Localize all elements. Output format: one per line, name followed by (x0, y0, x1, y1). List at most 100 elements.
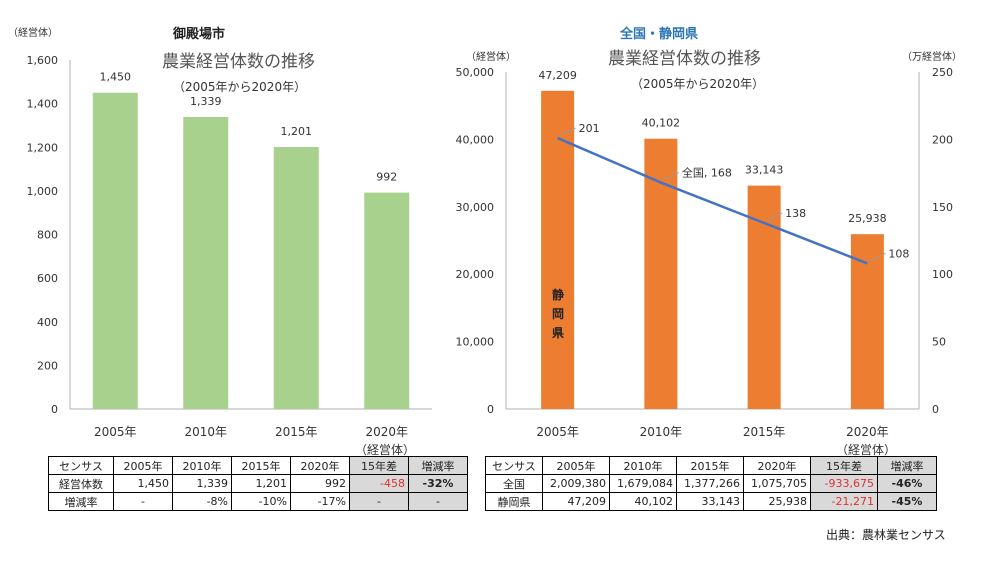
line-data-label: 108 (888, 247, 909, 260)
left-x-tick-label: 2015年 (275, 425, 318, 439)
table-cell: -10% (231, 492, 291, 511)
right-y2-tick-label: 200 (932, 133, 953, 146)
table-cell: 増減率 (48, 492, 114, 511)
left-x-tick-label: 2010年 (184, 425, 227, 439)
right-x-tick-label: 2020年 (846, 425, 889, 439)
left-bar-data-label: 1,450 (100, 71, 132, 84)
left-y-tick-label: 0 (51, 403, 58, 416)
right-y2-tick-label: 50 (932, 336, 946, 349)
table-row: 増減率 - -8% -10% -17% - - (48, 492, 468, 511)
right-y2-tick-label: 250 (932, 66, 953, 79)
right-table-unit: （経営体） (836, 443, 897, 457)
left-chart-title: 農業経営体数の推移 (162, 52, 315, 72)
line-label-leader (766, 212, 783, 221)
table-header-cell: 2005年 (542, 456, 610, 475)
right-y2-tick-label: 0 (932, 403, 939, 416)
table-cell: 1,377,266 (676, 474, 744, 493)
line-label-leader (663, 172, 680, 180)
table-header-cell: センサス (485, 456, 543, 475)
table-cell: 25,938 (743, 492, 811, 511)
table-cell: 33,143 (676, 492, 744, 511)
left-y-tick-label: 200 (37, 359, 58, 372)
table-cell: 1,075,705 (743, 474, 811, 493)
right-bar-data-label: 47,209 (538, 69, 577, 82)
right-bar (644, 138, 678, 409)
right-y2-tick-label: 150 (932, 201, 953, 214)
right-x-tick-label: 2005年 (536, 425, 579, 439)
right-y-tick-label: 50,000 (456, 66, 495, 79)
right-bar (850, 234, 884, 409)
left-chart-subtitle: （2005年から2020年） (173, 80, 307, 94)
right-bar-data-label: 25,938 (848, 212, 887, 225)
table-cell: -32% (408, 474, 468, 493)
right-chart-subtitle: （2005年から2020年） (631, 77, 765, 91)
table-header-row: センサス 2005年 2010年 2015年 2020年 15年差 増減率 (48, 456, 468, 475)
left-panel-title: 御殿場市 (173, 27, 226, 42)
table-header-cell: 2015年 (231, 456, 291, 475)
table-cell: -17% (290, 492, 350, 511)
line-label-leader (560, 127, 576, 136)
table-cell: 992 (290, 474, 350, 493)
table-cell: 静岡県 (485, 492, 543, 511)
right-x-tick-label: 2015年 (743, 425, 786, 439)
table-header-cell: 2020年 (290, 456, 350, 475)
table-cell: - (113, 492, 173, 511)
left-unit-label: （経営体） (8, 28, 58, 39)
right-bars: 47,209 40,102 33,143 25,938 (538, 69, 887, 409)
table-cell: 47,209 (542, 492, 610, 511)
table-header-row: センサス 2005年 2010年 2015年 2020年 15年差 増減率 (485, 456, 937, 475)
table-header-cell: 2020年 (743, 456, 811, 475)
table-cell: 1,679,084 (609, 474, 677, 493)
left-y-tick-label: 800 (37, 229, 58, 242)
shizuoka-bar-label: 静岡県 (551, 288, 564, 340)
left-x-tick-label: 2005年 (94, 425, 137, 439)
table-header-cell: 2015年 (676, 456, 744, 475)
left-y-tick-label: 1,200 (27, 141, 59, 154)
line-data-label: 201 (579, 122, 600, 135)
table-cell: -45% (877, 492, 937, 511)
left-bar (92, 92, 138, 409)
left-table-unit: （経営体） (355, 443, 416, 457)
table-header-cell: センサス (48, 456, 114, 475)
table-cell: 1,450 (113, 474, 173, 493)
national-line (557, 136, 868, 265)
right-y-axes: 0 10,000 20,000 30,000 40,000 50,000 0 50 100 150… (456, 66, 954, 416)
right-chart: 0 10,000 20,000 30,000 40,000 50,000 0 50 100 150… (456, 66, 954, 439)
right-y-tick-label: 0 (487, 403, 494, 416)
table-cell: -21,271 (810, 492, 878, 511)
line-data-label: 全国, 168 (682, 166, 732, 180)
left-bar (183, 116, 229, 409)
right-y-tick-label: 40,000 (456, 133, 495, 146)
table-cell: 40,102 (609, 492, 677, 511)
left-x-tick-label: 2020年 (365, 425, 408, 439)
right-x-axis: 2005年 2010年 2015年 2020年 (536, 425, 888, 439)
right-data-table: センサス 2005年 2010年 2015年 2020年 15年差 増減率 全国… (485, 456, 937, 511)
table-cell: -458 (349, 474, 409, 493)
right-bar-data-label: 40,102 (642, 117, 681, 130)
source-note: 出典：農林業センサス (826, 528, 946, 542)
left-y-tick-label: 1,400 (27, 98, 59, 111)
table-cell: -933,675 (810, 474, 878, 493)
table-cell: 1,339 (172, 474, 232, 493)
right-unit-left: （経営体） (466, 52, 516, 63)
left-x-axis: 2005年 2010年 2015年 2020年 (94, 425, 408, 439)
table-cell: 全国 (485, 474, 543, 493)
table-cell: 2,009,380 (542, 474, 610, 493)
table-header-cell: 2010年 (609, 456, 677, 475)
right-chart-title: 農業経営体数の推移 (608, 49, 761, 69)
left-y-tick-label: 1,600 (27, 54, 59, 67)
right-y-tick-label: 30,000 (456, 201, 495, 214)
left-y-tick-label: 1,000 (27, 185, 59, 198)
table-header-cell: 2010年 (172, 456, 232, 475)
table-header-cell: 増減率 (877, 456, 937, 475)
line-data-label: 138 (785, 207, 806, 220)
table-header-cell: 増減率 (408, 456, 468, 475)
left-bar-data-label: 992 (376, 171, 397, 184)
left-y-tick-label: 400 (37, 316, 58, 329)
table-cell: -8% (172, 492, 232, 511)
table-cell: 1,201 (231, 474, 291, 493)
right-y-tick-label: 20,000 (456, 268, 495, 281)
table-cell: -46% (877, 474, 937, 493)
left-bar (273, 147, 319, 410)
